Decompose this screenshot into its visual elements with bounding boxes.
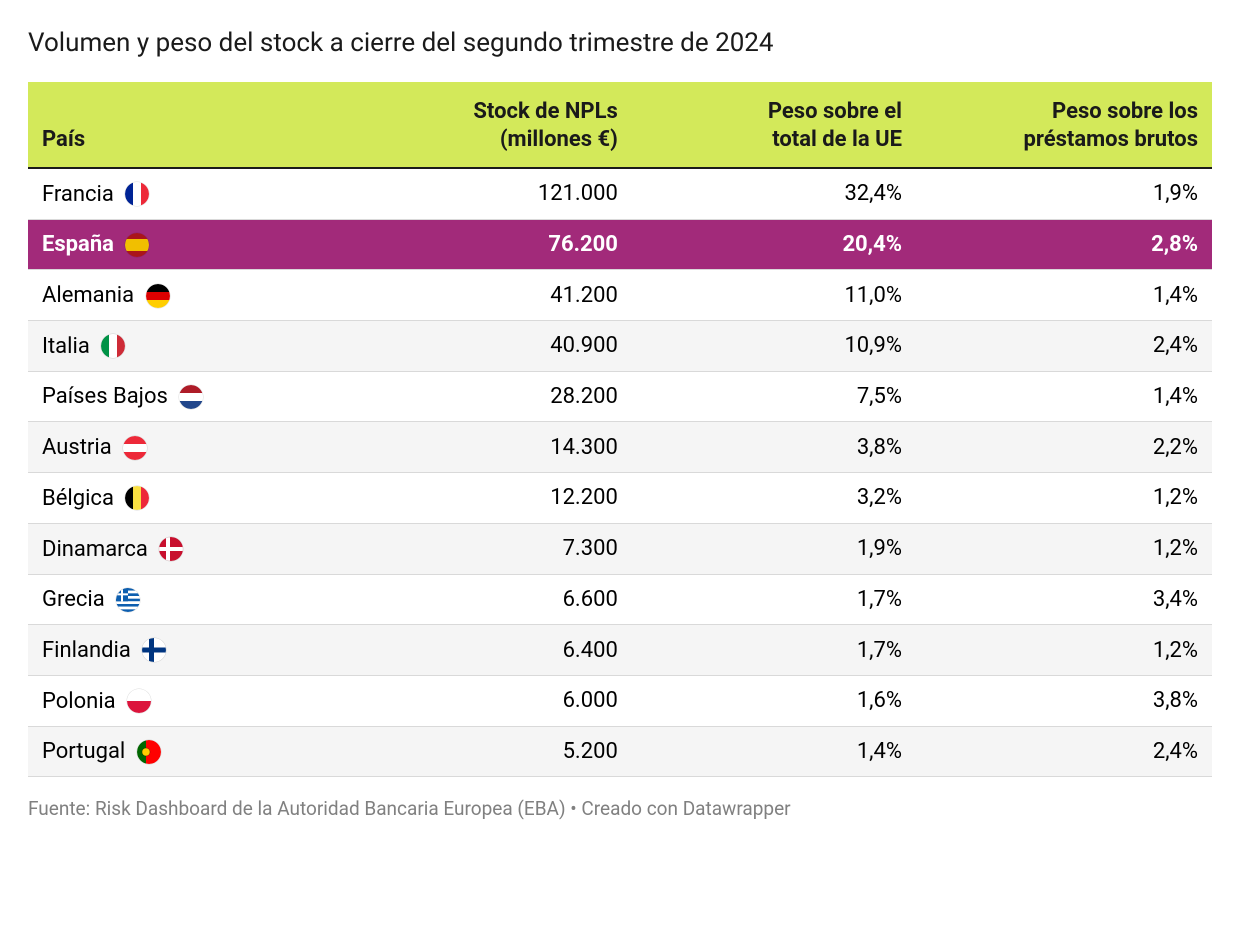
country-name: Polonia [42,689,116,714]
col-header-stock: Stock de NPLs (millones €) [348,82,632,168]
cell-loans: 3,8% [916,675,1212,726]
country-name: Italia [42,334,90,359]
npl-table: País Stock de NPLs (millones €) Peso sob… [28,82,1212,777]
cell-country: España [28,219,348,270]
table-row: Bélgica 12.2003,2%1,2% [28,473,1212,524]
cell-loans: 1,2% [916,473,1212,524]
cell-eu: 3,2% [632,473,916,524]
country-name: Francia [42,182,114,207]
flag-italy-icon [101,334,125,358]
cell-stock: 6.400 [348,625,632,676]
cell-country: Polonia [28,675,348,726]
cell-eu: 1,7% [632,625,916,676]
cell-eu: 3,8% [632,422,916,473]
table-footer: Fuente: Risk Dashboard de la Autoridad B… [28,797,1212,820]
cell-loans: 1,9% [916,168,1212,219]
country-name: Austria [42,435,112,460]
table-row: Polonia 6.0001,6%3,8% [28,675,1212,726]
table-row: Países Bajos 28.2007,5%1,4% [28,371,1212,422]
cell-loans: 1,4% [916,371,1212,422]
cell-eu: 1,9% [632,523,916,574]
flag-austria-icon [123,436,147,460]
cell-stock: 121.000 [348,168,632,219]
cell-stock: 5.200 [348,726,632,777]
country-name: Dinamarca [42,537,148,562]
flag-france-icon [125,182,149,206]
cell-eu: 1,7% [632,574,916,625]
flag-belgium-icon [125,486,149,510]
flag-denmark-icon [159,537,183,561]
country-name: Finlandia [42,638,131,663]
cell-country: Francia [28,168,348,219]
table-row: Finlandia 6.4001,7%1,2% [28,625,1212,676]
cell-stock: 41.200 [348,270,632,321]
flag-greece-icon [116,588,140,612]
cell-eu: 11,0% [632,270,916,321]
cell-eu: 1,6% [632,675,916,726]
flag-poland-icon [127,689,151,713]
cell-stock: 6.600 [348,574,632,625]
cell-stock: 14.300 [348,422,632,473]
cell-loans: 1,4% [916,270,1212,321]
cell-country: Bélgica [28,473,348,524]
cell-country: Alemania [28,270,348,321]
table-title: Volumen y peso del stock a cierre del se… [28,28,1212,58]
cell-country: Portugal [28,726,348,777]
table-header-row: País Stock de NPLs (millones €) Peso sob… [28,82,1212,168]
col-header-loans: Peso sobre los préstamos brutos [916,82,1212,168]
col-header-eu: Peso sobre el total de la UE [632,82,916,168]
flag-netherlands-icon [179,385,203,409]
table-body: Francia 121.00032,4%1,9%España 76.20020,… [28,168,1212,777]
cell-country: Italia [28,321,348,372]
country-name: España [42,232,114,257]
cell-stock: 40.900 [348,321,632,372]
country-name: Portugal [42,739,125,764]
table-row: Francia 121.00032,4%1,9% [28,168,1212,219]
cell-stock: 76.200 [348,219,632,270]
table-row: Portugal 5.2001,4%2,4% [28,726,1212,777]
col-header-stock-l2: (millones €) [500,127,618,152]
flag-spain-icon [125,233,149,257]
cell-country: Dinamarca [28,523,348,574]
col-header-eu-l1: Peso sobre el [768,99,902,124]
table-row: Alemania 41.20011,0%1,4% [28,270,1212,321]
flag-germany-icon [146,284,170,308]
cell-stock: 6.000 [348,675,632,726]
cell-loans: 1,2% [916,523,1212,574]
cell-loans: 1,2% [916,625,1212,676]
country-name: Países Bajos [42,384,168,409]
cell-eu: 1,4% [632,726,916,777]
col-header-country: País [28,82,348,168]
cell-stock: 28.200 [348,371,632,422]
table-row: Dinamarca 7.3001,9%1,2% [28,523,1212,574]
cell-country: Austria [28,422,348,473]
cell-eu: 20,4% [632,219,916,270]
table-row: España 76.20020,4%2,8% [28,219,1212,270]
country-name: Bélgica [42,486,114,511]
cell-eu: 7,5% [632,371,916,422]
cell-loans: 2,2% [916,422,1212,473]
col-header-loans-l2: préstamos brutos [1024,127,1199,152]
cell-country: Grecia [28,574,348,625]
table-row: Grecia 6.6001,7%3,4% [28,574,1212,625]
cell-loans: 2,4% [916,726,1212,777]
country-name: Grecia [42,587,105,612]
col-header-loans-l1: Peso sobre los [1052,99,1198,124]
table-row: Austria 14.3003,8%2,2% [28,422,1212,473]
cell-country: Países Bajos [28,371,348,422]
cell-stock: 12.200 [348,473,632,524]
cell-stock: 7.300 [348,523,632,574]
table-row: Italia 40.90010,9%2,4% [28,321,1212,372]
cell-eu: 32,4% [632,168,916,219]
cell-loans: 3,4% [916,574,1212,625]
cell-country: Finlandia [28,625,348,676]
cell-loans: 2,4% [916,321,1212,372]
col-header-eu-l2: total de la UE [772,127,902,152]
flag-finland-icon [142,638,166,662]
cell-loans: 2,8% [916,219,1212,270]
flag-portugal-icon [137,740,161,764]
col-header-stock-l1: Stock de NPLs [473,99,617,124]
cell-eu: 10,9% [632,321,916,372]
country-name: Alemania [42,283,134,308]
